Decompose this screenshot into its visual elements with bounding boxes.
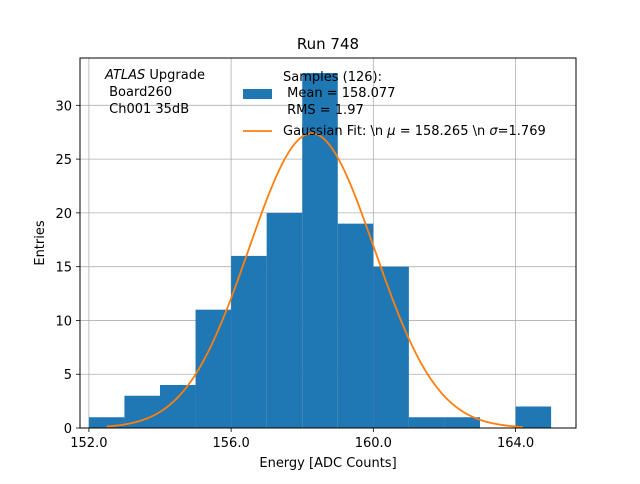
y-tick-label: 0 <box>64 422 72 437</box>
atlas-annotation: ATLAS Upgrade Board260 Ch001 35dB <box>104 68 205 117</box>
annotation-line-1: ATLAS Upgrade <box>104 68 205 83</box>
y-tick-label: 25 <box>55 153 72 168</box>
legend-fit-sigma: σ <box>489 124 498 139</box>
legend-hist-swatch <box>243 89 272 99</box>
annotation-line-3: Ch001 35dB <box>105 102 189 117</box>
chart-title: Run 748 <box>297 35 359 53</box>
histogram-bar <box>88 417 125 428</box>
legend-hist-mean: Mean = 158.077 <box>283 86 395 101</box>
histogram-bar <box>266 212 303 428</box>
plot-frame <box>79 57 577 429</box>
gaussian-fit-curve <box>106 132 523 428</box>
legend-hist-label: Samples (126): <box>283 70 382 85</box>
histogram-bar <box>444 417 480 428</box>
y-tick-label: 30 <box>55 99 72 114</box>
legend-fit-suffix: =1.769 <box>498 124 546 139</box>
legend: Samples (126): Mean = 158.077 RMS = 1.97… <box>243 70 546 139</box>
histogram-bar <box>302 73 338 428</box>
histogram-bars <box>88 73 552 428</box>
legend-fit-prefix: Gaussian Fit: \n <box>283 124 387 139</box>
x-tick-label: 160.0 <box>355 436 392 451</box>
histogram-bar <box>515 406 552 428</box>
legend-hist-rms: RMS = 1.97 <box>283 103 364 118</box>
annotation-upgrade: Upgrade <box>145 68 205 83</box>
x-tick-label: 156.0 <box>213 436 250 451</box>
legend-fit-mu: μ <box>386 124 395 139</box>
x-tick-label: 152.0 <box>70 436 107 451</box>
x-axis-ticks: 152.0 156.0 160.0 164.0 <box>70 428 534 451</box>
y-axis-ticks: 0 5 10 15 20 25 30 <box>55 99 80 437</box>
histogram-bar <box>408 417 445 428</box>
gaussian-fit <box>106 132 523 428</box>
legend-fit-mid: = 158.265 \n <box>396 124 490 139</box>
histogram-bar <box>160 384 196 428</box>
x-tick-label: 164.0 <box>497 436 534 451</box>
x-axis-label: Energy [ADC Counts] <box>259 456 396 471</box>
histogram-bar <box>373 266 409 428</box>
histogram-bar <box>337 223 374 428</box>
legend-fit-label: Gaussian Fit: \n μ = 158.265 \n σ=1.769 <box>283 124 546 139</box>
y-tick-label: 20 <box>55 207 72 222</box>
y-tick-label: 10 <box>55 314 72 329</box>
annotation-line-2: Board260 <box>105 85 172 100</box>
y-tick-label: 5 <box>64 368 72 383</box>
y-axis-label: Entries <box>33 220 48 266</box>
annotation-atlas: ATLAS <box>104 68 145 83</box>
y-tick-label: 15 <box>55 261 72 276</box>
histogram-bar <box>195 309 232 428</box>
